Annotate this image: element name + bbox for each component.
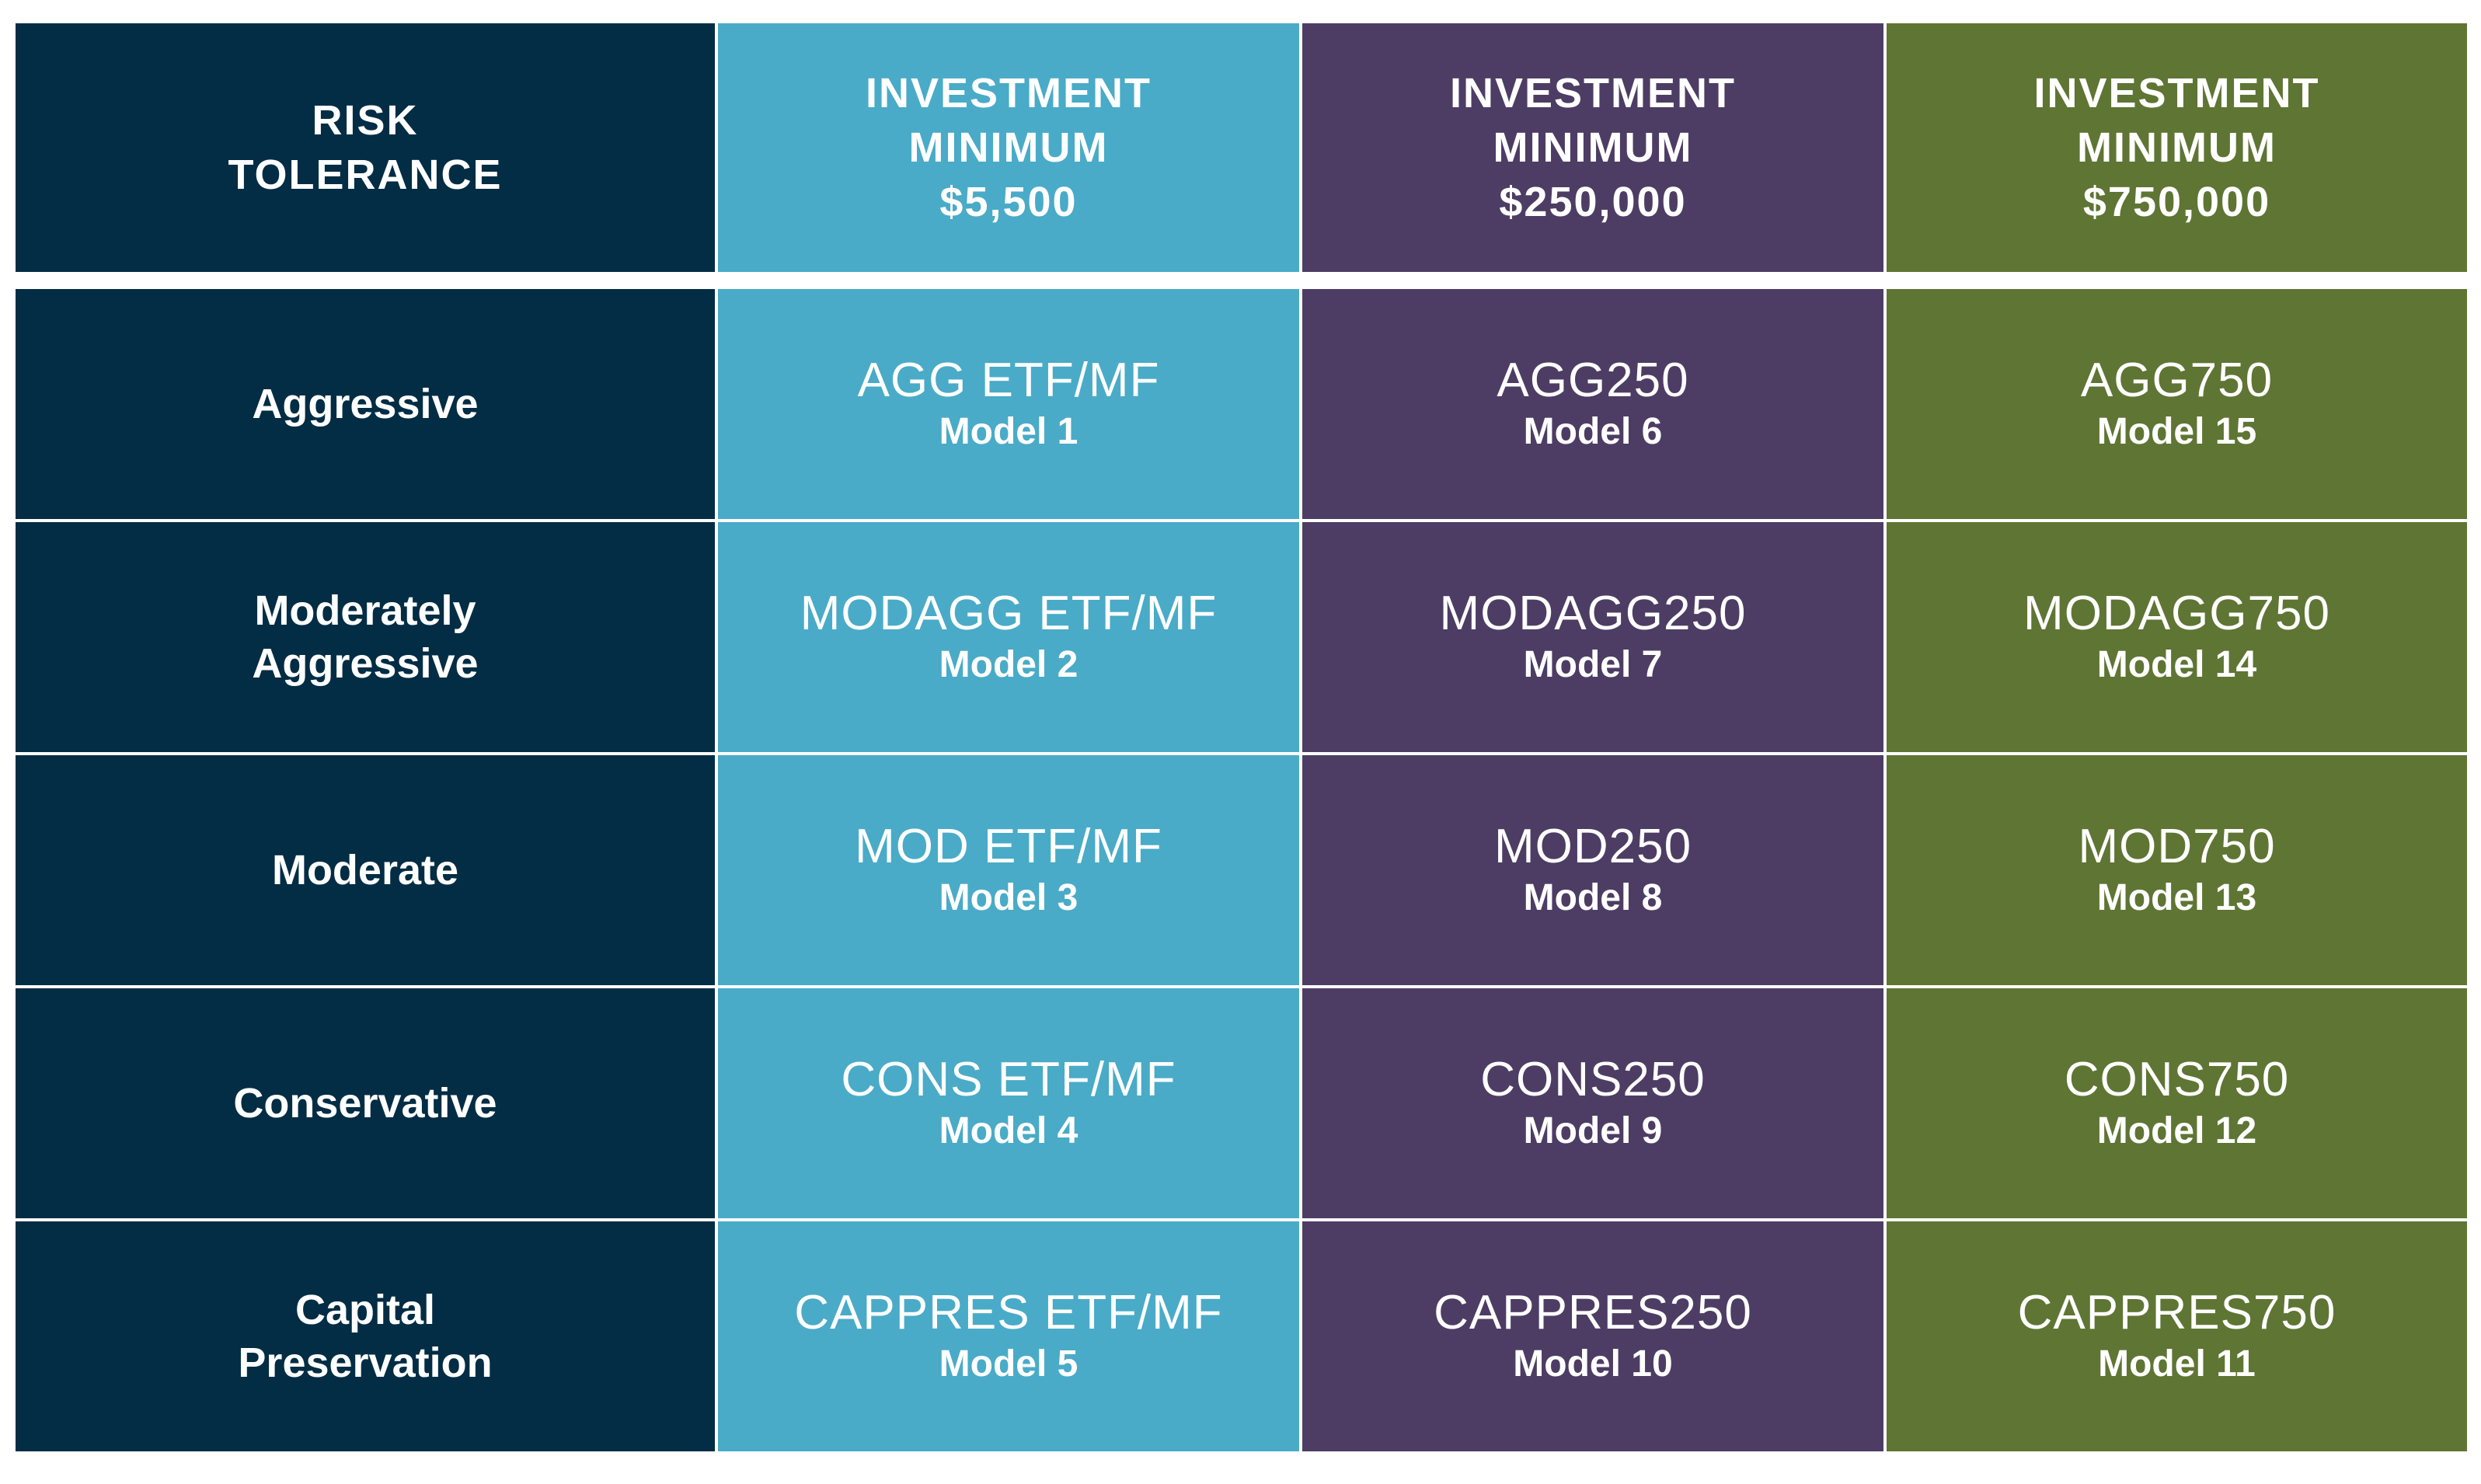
risk-level-label: Moderate [271,847,459,894]
risk-level-cell: Aggressive [16,289,715,519]
model-code: MODAGG750 [2023,587,2330,640]
risk-level-cell: Moderate [16,755,715,985]
model-number: Model 4 [939,1110,1078,1151]
model-code: AGG750 [2080,354,2274,407]
risk-level-cell: Conservative [16,988,715,1218]
model-number: Model 3 [939,877,1078,918]
model-code: MOD ETF/MF [855,820,1162,873]
tier-header-label: INVESTMENT MINIMUM $750,000 [2033,70,2320,225]
model-cell: CAPPRES ETF/MF Model 5 [715,1221,1299,1451]
model-number: Model 2 [939,644,1078,685]
model-cell: CAPPRES250 Model 10 [1299,1221,1883,1451]
tier-header-750000: INVESTMENT MINIMUM $750,000 [1883,23,2467,272]
table-row: Moderately Aggressive MODAGG ETF/MF Mode… [16,519,2467,752]
model-code: CONS750 [2064,1053,2290,1106]
risk-tolerance-header-label: RISK TOLERANCE [228,97,503,198]
model-number: Model 6 [1523,411,1663,452]
tier-header-label: INVESTMENT MINIMUM $5,500 [865,70,1152,225]
risk-level-cell: Capital Preservation [16,1221,715,1451]
header-row: RISK TOLERANCE INVESTMENT MINIMUM $5,500… [16,23,2467,272]
model-number: Model 8 [1523,877,1663,918]
model-code: MOD250 [1493,820,1692,873]
model-cell: CONS ETF/MF Model 4 [715,988,1299,1218]
model-cell: CONS250 Model 9 [1299,988,1883,1218]
model-number: Model 12 [2096,1110,2257,1151]
tier-header-label: INVESTMENT MINIMUM $250,000 [1449,70,1737,225]
model-number: Model 11 [2098,1343,2256,1385]
model-code: MOD750 [2078,820,2276,873]
risk-tolerance-header: RISK TOLERANCE [16,23,715,272]
risk-level-label: Moderately Aggressive [252,587,479,687]
model-number: Model 5 [939,1343,1078,1385]
model-code: AGG250 [1497,354,1689,407]
model-number: Model 13 [2096,877,2257,918]
model-cell: AGG250 Model 6 [1299,289,1883,519]
model-portfolio-table: RISK TOLERANCE INVESTMENT MINIMUM $5,500… [16,23,2467,1451]
model-code: CAPPRES750 [2017,1286,2336,1339]
model-code: AGG ETF/MF [857,354,1160,407]
model-cell: MODAGG ETF/MF Model 2 [715,522,1299,752]
table-row: Moderate MOD ETF/MF Model 3 MOD250 Model… [16,752,2467,985]
table-row: Aggressive AGG ETF/MF Model 1 AGG250 Mod… [16,289,2467,519]
risk-level-label: Capital Preservation [238,1287,493,1386]
model-cell: MODAGG250 Model 7 [1299,522,1883,752]
risk-level-cell: Moderately Aggressive [16,522,715,752]
model-number: Model 1 [939,411,1078,452]
model-code: CONS250 [1480,1053,1706,1106]
model-code: MODAGG ETF/MF [800,587,1218,640]
table-row: Conservative CONS ETF/MF Model 4 CONS250… [16,985,2467,1218]
model-cell: CONS750 Model 12 [1883,988,2467,1218]
model-cell: MOD250 Model 8 [1299,755,1883,985]
model-code: CONS ETF/MF [841,1053,1176,1106]
risk-level-label: Aggressive [252,381,479,427]
model-cell: AGG750 Model 15 [1883,289,2467,519]
model-number: Model 7 [1523,644,1663,685]
model-cell: CAPPRES750 Model 11 [1883,1221,2467,1451]
tier-header-5500: INVESTMENT MINIMUM $5,500 [715,23,1299,272]
model-code: CAPPRES ETF/MF [794,1286,1223,1339]
model-cell: MOD750 Model 13 [1883,755,2467,985]
model-code: MODAGG250 [1439,587,1747,640]
model-number: Model 14 [2096,644,2257,685]
model-cell: MODAGG750 Model 14 [1883,522,2467,752]
model-number: Model 15 [2096,411,2257,452]
model-code: CAPPRES250 [1434,1286,1752,1339]
model-number: Model 9 [1523,1110,1663,1151]
table-row: Capital Preservation CAPPRES ETF/MF Mode… [16,1218,2467,1451]
model-cell: MOD ETF/MF Model 3 [715,755,1299,985]
tier-header-250000: INVESTMENT MINIMUM $250,000 [1299,23,1883,272]
model-cell: AGG ETF/MF Model 1 [715,289,1299,519]
model-number: Model 10 [1513,1343,1673,1385]
risk-level-label: Conservative [233,1080,497,1127]
